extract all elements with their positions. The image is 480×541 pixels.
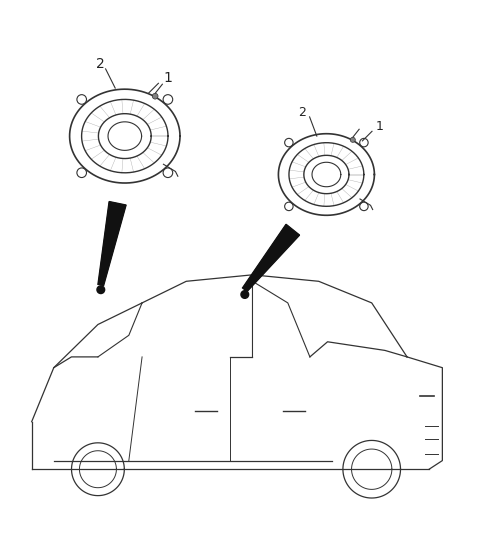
Text: 1: 1: [375, 120, 383, 133]
Polygon shape: [98, 202, 126, 286]
Circle shape: [97, 286, 105, 294]
Polygon shape: [242, 225, 300, 292]
Circle shape: [241, 291, 249, 298]
Circle shape: [350, 137, 355, 142]
Text: 2: 2: [96, 57, 105, 71]
Text: 1: 1: [164, 71, 172, 85]
Text: 2: 2: [299, 105, 306, 118]
Circle shape: [152, 94, 158, 99]
